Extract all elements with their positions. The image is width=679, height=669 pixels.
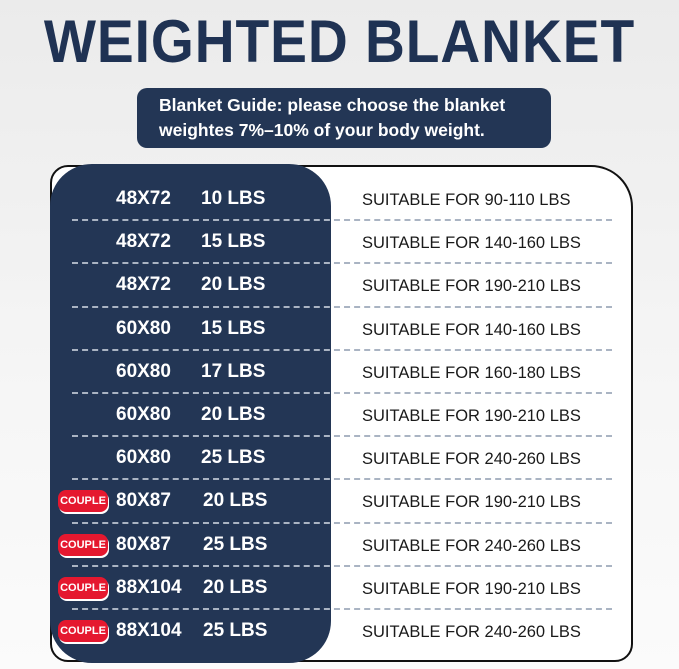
couple-badge: COUPLE [58,619,108,642]
row-divider [72,348,612,351]
blanket-size: 88X104 [116,576,182,598]
couple-badge: COUPLE [58,576,108,599]
blanket-size: 60X80 [116,447,171,469]
blanket-size: 80X87 [116,490,171,512]
blanket-weight: 10 LBS [201,188,266,209]
table-row: 48X72 20 LBS SUITABLE FOR 190-210 LBS [0,264,679,308]
row-divider [72,305,612,308]
suitable-range: SUITABLE FOR 240-260 LBS [362,536,581,555]
blanket-weight: 25 LBS [203,533,268,555]
suitable-range: SUITABLE FOR 190-210 LBS [362,277,581,296]
blanket-weight: 17 LBS [201,360,266,382]
row-divider [72,391,612,394]
suitable-range: SUITABLE FOR 190-210 LBS [362,579,581,598]
blanket-weight: 15 LBS [201,317,266,339]
blanket-size: 60X80 [116,360,171,382]
blanket-weight: 20 LBS [201,274,266,296]
suitable-range: SUITABLE FOR 140-160 LBS [362,234,581,253]
blanket-size: 60X80 [116,317,171,339]
page-title: WEIGHTED BLANKET [43,8,636,75]
blanket-weight: 20 LBS [201,403,266,425]
table-row: COUPLE 88X104 25 LBS SUITABLE FOR 240-260 L… [0,610,679,653]
row-divider [72,435,612,438]
guide-line-1: Blanket Guide: please choose the blanket [159,95,506,115]
table-row: 60X80 17 LBS SUITABLE FOR 160-180 LBS [0,351,679,394]
blanket-size: 80X87 [116,533,171,555]
blanket-weight: 15 LBS [201,231,266,253]
blanket-weight: 20 LBS [203,490,268,512]
row-divider [72,478,612,481]
table-row: 60X80 25 LBS SUITABLE FOR 240-260 LBS [0,437,679,481]
blanket-size: 48X72 [116,274,171,296]
blanket-weight: 25 LBS [201,447,266,469]
suitable-range: SUITABLE FOR 90-110 LBS [362,191,571,209]
row-divider [72,607,612,610]
table-row: COUPLE 80X87 25 LBS SUITABLE FOR 240-260 LB… [0,524,679,567]
suitable-range: SUITABLE FOR 160-180 LBS [362,363,581,382]
suitable-range: SUITABLE FOR 190-210 LBS [362,493,581,512]
table-row: COUPLE 80X87 20 LBS SUITABLE FOR 190-210 LB… [0,480,679,524]
suitable-range: SUITABLE FOR 190-210 LBS [362,406,581,425]
blanket-size: 48X72 [116,231,171,253]
suitable-range: SUITABLE FOR 240-260 LBS [362,622,581,641]
table-row: 48X72 10 LBS SUITABLE FOR 90-110 LBS [0,178,679,222]
table-row: COUPLE 88X104 20 LBS SUITABLE FOR 190-210 L… [0,567,679,610]
blanket-size: 48X72 [116,188,171,209]
blanket-guide-box: Blanket Guide: please choose the blanket… [137,88,551,148]
blanket-weight: 20 LBS [203,576,268,598]
guide-line-2: weightes 7%–10% of your body weight. [159,120,485,140]
row-divider [72,262,612,265]
blanket-weight: 25 LBS [203,619,268,641]
suitable-range: SUITABLE FOR 240-260 LBS [362,450,581,469]
row-divider [72,219,612,222]
couple-badge: COUPLE [58,533,108,556]
blanket-size: 88X104 [116,619,182,641]
row-divider [72,564,612,567]
blanket-size: 60X80 [116,403,171,425]
couple-badge: COUPLE [58,490,108,513]
table-row: 60X80 15 LBS SUITABLE FOR 140-160 LBS [0,308,679,351]
table-row: 48X72 15 LBS SUITABLE FOR 140-160 LBS [0,221,679,265]
table-row: 60X80 20 LBS SUITABLE FOR 190-210 LBS [0,394,679,438]
row-divider [72,521,612,524]
size-chart-rows: 48X72 10 LBS SUITABLE FOR 90-110 LBS 48X72 1… [0,178,679,653]
suitable-range: SUITABLE FOR 140-160 LBS [362,320,581,339]
